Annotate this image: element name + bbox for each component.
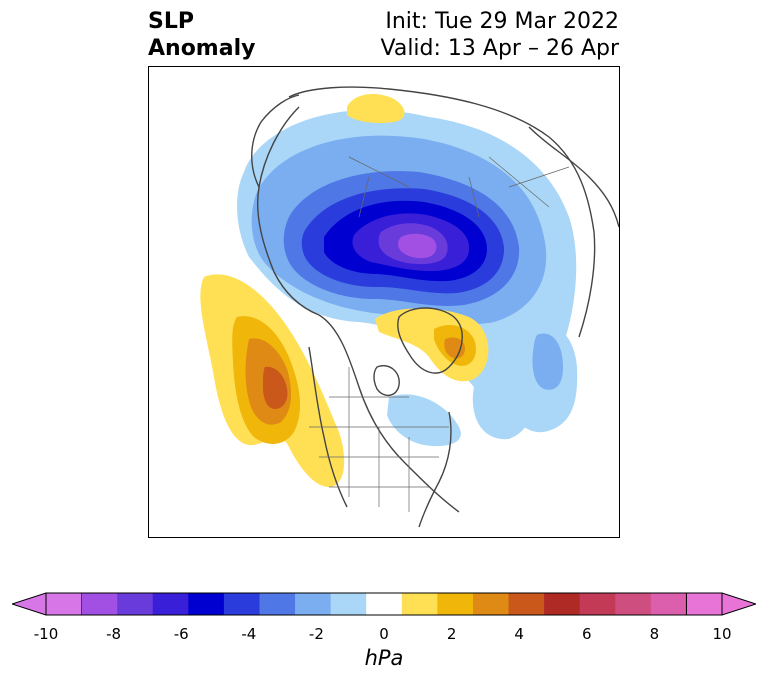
colorbar-segment [437,593,474,615]
colorbar-tick-label: -8 [106,625,122,643]
colorbar-frame [45,592,723,616]
colorbar-segment [259,593,296,615]
colorbar-segment [579,593,616,615]
colorbar-segment [508,593,545,615]
title-field-sub: Anomaly [148,36,256,61]
border-8 [488,156,550,208]
border-9 [508,166,570,188]
colorbar-tick-label: -6 [173,625,189,643]
colorbar-segment [544,593,581,615]
colorbar-tick-label: 2 [446,625,457,643]
map-title: SLP Anomaly [148,8,255,62]
colorbar-tick-label: 10 [712,625,732,643]
arctic-low-contours [237,109,577,440]
colorbar-segment [366,593,403,615]
colorbar-tick-label: 6 [582,625,592,643]
pacific-high-contours [200,274,345,487]
hudson-bay [373,365,400,396]
colorbar-segment [223,593,260,615]
colorbar-segment [188,593,225,615]
greenland-outline [397,307,463,374]
siberia-high-contours [347,94,405,124]
eurasia-coast [256,106,320,316]
pacific-high-level-4 [263,366,288,409]
greenland-high-contours [375,308,489,382]
map-dates: Init: Tue 29 Mar 2022 Valid: 13 Apr – 26… [381,8,620,62]
colorbar-segment [685,592,756,616]
colorbar-segment [295,593,332,615]
colorbar-segment [472,593,510,615]
title-field: SLP [148,9,194,34]
colorbar-segment [615,593,652,615]
arctic-coast [288,86,596,338]
arctic-low-level-8 [398,233,437,259]
border-10 [348,156,410,188]
atlantic-low-contours [387,321,578,447]
map-panel [148,66,620,538]
colorbar-segment [401,593,438,615]
country-borders [309,156,570,512]
coastlines [251,86,619,528]
atlantic-low-level-2 [532,333,563,390]
init-date: Init: Tue 29 Mar 2022 [385,9,619,34]
anomaly-map [200,86,619,528]
border-11 [358,176,370,218]
colorbar-segment [117,593,154,615]
colorbar-segment [12,592,83,616]
colorbar-tick-label: 0 [379,625,389,643]
colorbar-tick-label: -4 [241,625,257,643]
siberia-high-level-1 [347,94,405,124]
atlantic-low-fill-2 [387,394,461,447]
border-12 [468,176,480,218]
asia-coast [251,94,300,188]
colorbar-segment [152,593,189,615]
greenland-high-level-3 [444,337,465,359]
valid-range: Valid: 13 Apr – 26 Apr [380,36,620,61]
europe-coast [528,126,619,228]
colorbar-tick-label: 4 [514,625,524,643]
colorbar-unit: hPa [364,646,404,670]
colorbar-segment [81,593,118,615]
colorbar-tick-label: -10 [33,625,59,643]
colorbar-tick-label: -2 [308,625,324,643]
colorbar [12,592,756,616]
colorbar-tick-label: 8 [649,625,660,643]
east-coast [418,411,452,528]
north-america-coast [318,314,460,513]
colorbar-segment [330,593,367,615]
colorbar-segment [650,593,687,615]
colorbar-segments [12,592,756,616]
